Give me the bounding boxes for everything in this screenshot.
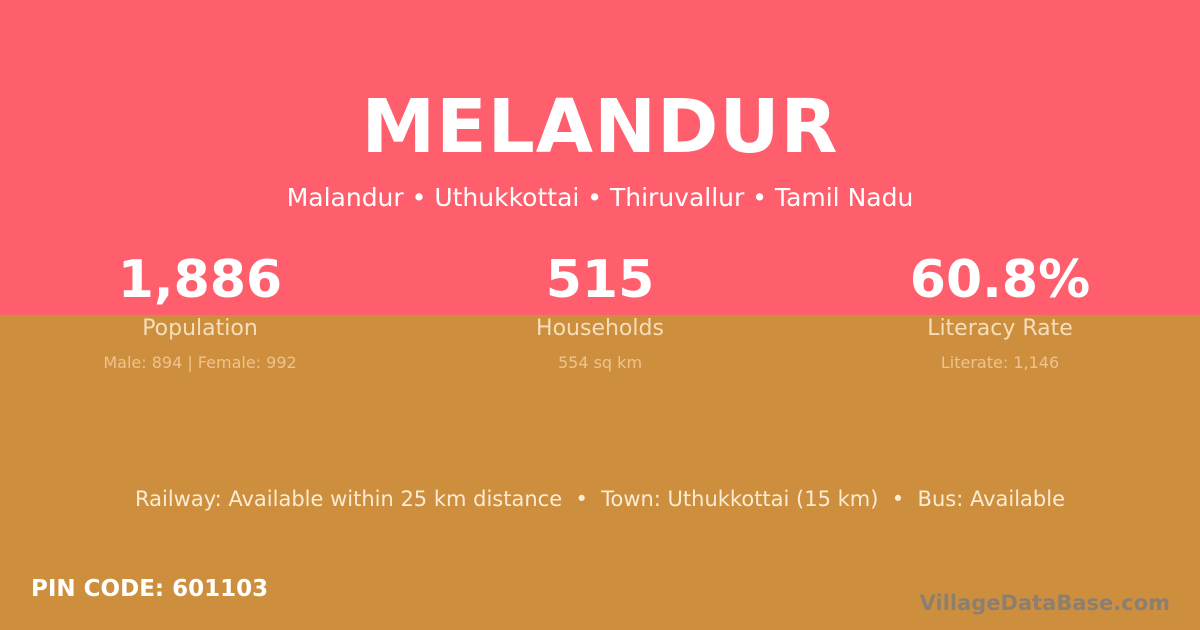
stat-label: Households xyxy=(536,316,664,341)
watermark: VillageDataBase.com xyxy=(919,591,1170,615)
stat-label: Literacy Rate xyxy=(927,316,1073,341)
body-background xyxy=(0,315,1200,630)
location-breadcrumb: Malandur • Uthukkottai • Thiruvallur • T… xyxy=(286,183,914,212)
header-background xyxy=(0,0,1200,315)
pin-code: PIN CODE: 601103 xyxy=(31,576,269,602)
stat-population: 1,886 Population Male: 894 | Female: 992 xyxy=(0,250,400,372)
stat-value: 1,886 xyxy=(117,250,283,310)
stat-label: Population xyxy=(142,316,258,341)
stat-value: 515 xyxy=(545,250,655,310)
stat-value: 60.8% xyxy=(909,250,1091,310)
village-title: MELANDUR xyxy=(361,84,839,170)
stat-households: 515 Households 554 sq km xyxy=(400,250,800,372)
stat-literacy: 60.8% Literacy Rate Literate: 1,146 xyxy=(800,250,1200,372)
stat-detail: Male: 894 | Female: 992 xyxy=(103,353,297,372)
connectivity-info: Railway: Available within 25 km distance… xyxy=(134,487,1065,511)
stat-detail: 554 sq km xyxy=(557,353,643,372)
stat-detail: Literate: 1,146 xyxy=(940,353,1060,372)
